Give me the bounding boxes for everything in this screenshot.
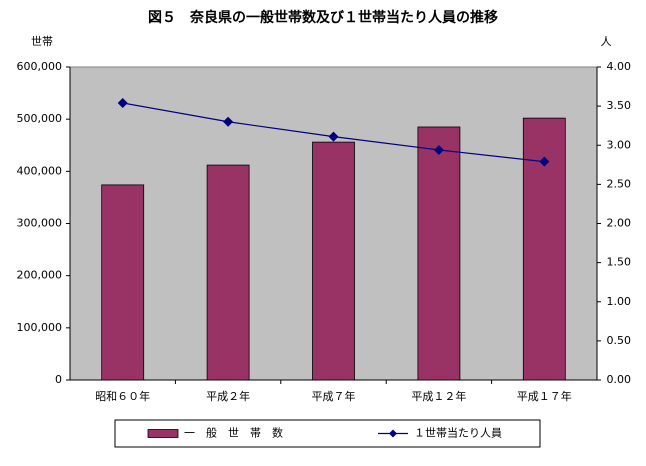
line-marker (433, 144, 444, 155)
line-marker (117, 97, 128, 108)
y-tick-label: 400,000 (17, 164, 63, 177)
y2-tick-label: 2.00 (607, 217, 632, 230)
y2-tick-label: 1.00 (607, 295, 632, 308)
y-tick-label: 600,000 (17, 60, 63, 73)
y-tick-label: 300,000 (17, 217, 63, 230)
chart-title: 図５ 奈良県の一般世帯数及び１世帯当たり人員の推移 (148, 9, 498, 26)
legend-box (114, 419, 541, 448)
y2-tick-label: 4.00 (607, 60, 632, 73)
line-marker (328, 131, 339, 142)
x-tick-label: 平成７年 (312, 389, 356, 403)
y2-axis-label: 人 (601, 35, 612, 48)
y-tick-label: 100,000 (17, 321, 63, 334)
bar (417, 126, 461, 381)
line-marker (539, 156, 550, 167)
legend-swatch (147, 429, 179, 438)
y2-tick-label: 3.00 (607, 138, 632, 151)
y-axis-label: 世帯 (31, 35, 53, 48)
line-marker (223, 116, 234, 127)
y2-tick-label: 0.50 (607, 334, 632, 347)
legend-marker (389, 429, 397, 438)
x-tick-label: 平成２年 (206, 389, 250, 403)
bar (312, 141, 355, 381)
x-tick-label: 平成１２年 (411, 389, 466, 403)
y-tick-label: 200,000 (17, 269, 63, 282)
y2-tick-label: 3.50 (607, 99, 632, 112)
y2-tick-label: 2.50 (607, 177, 632, 190)
y-tick-label: 500,000 (17, 112, 63, 125)
y2-tick-label: 1.50 (607, 256, 632, 269)
bar (206, 164, 250, 381)
y-tick-label: 0 (55, 373, 62, 386)
x-tick-label: 昭和６０年 (95, 389, 150, 403)
y2-tick-label: 0.00 (607, 373, 632, 386)
bar (101, 184, 145, 381)
legend-label: １世帯当たり人員 (414, 426, 502, 440)
x-tick-label: 平成１７年 (517, 389, 572, 403)
legend-label: 一 般 世 帯 数 (184, 427, 283, 440)
